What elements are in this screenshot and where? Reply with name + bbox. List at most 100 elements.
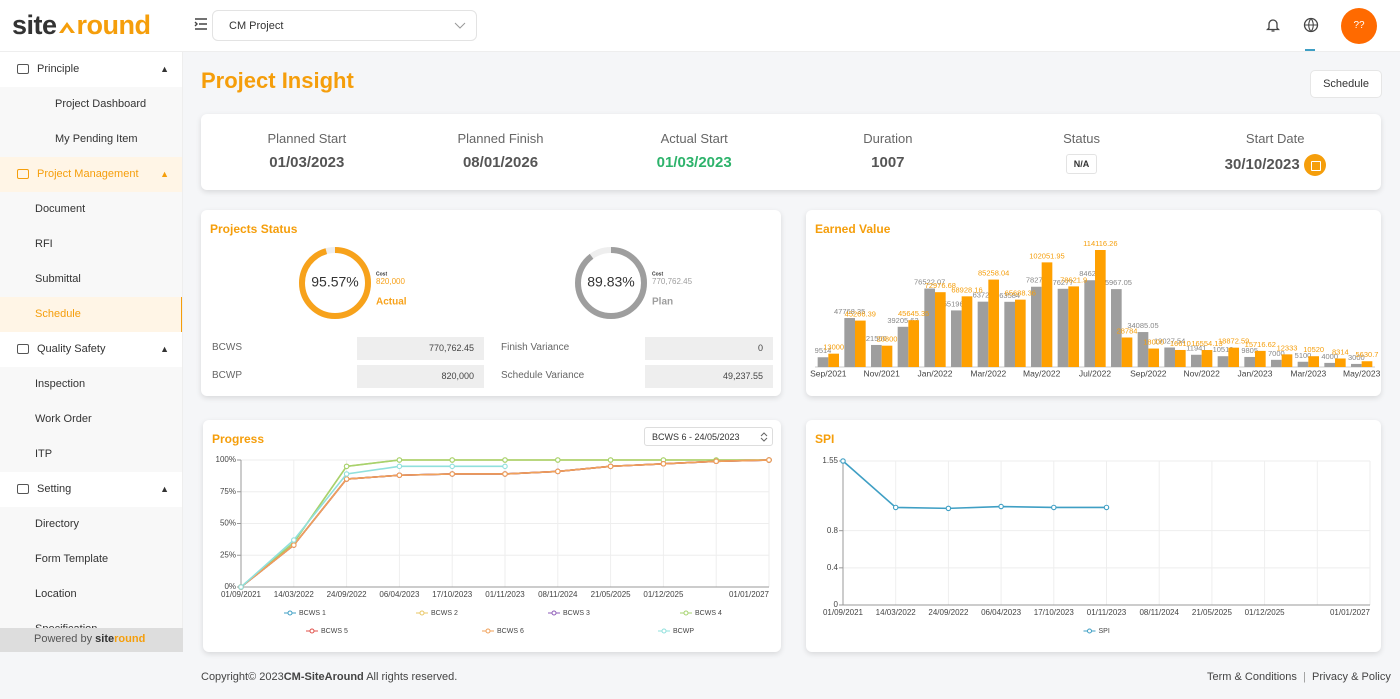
- menu-item[interactable]: RFI: [0, 227, 182, 262]
- bar-label: 45266.39: [845, 310, 876, 319]
- menu-item[interactable]: ITP: [0, 437, 182, 472]
- bar-label: 68928.16: [951, 285, 982, 294]
- bar-label: 5100: [1295, 351, 1312, 360]
- terms-link[interactable]: Term & Conditions: [1207, 671, 1297, 683]
- calendar-button[interactable]: [1303, 154, 1326, 176]
- summary-card: Planned Start 01/03/2023 Planned Finish 08/…: [201, 114, 1381, 190]
- globe-icon[interactable]: [1303, 17, 1319, 33]
- bar-label: 16610: [1170, 339, 1191, 348]
- card-title: Projects Status: [210, 222, 298, 236]
- project-name: CM Project: [229, 20, 284, 32]
- bell-icon[interactable]: [1266, 17, 1280, 33]
- privacy-link[interactable]: Privacy & Policy: [1311, 671, 1391, 683]
- table-label: Finish Variance: [501, 342, 570, 353]
- bar: [1111, 289, 1122, 367]
- bar: [844, 318, 855, 367]
- point: [291, 542, 297, 548]
- company: CM-SiteAround: [283, 671, 364, 683]
- menu-item[interactable]: Project Dashboard: [0, 87, 182, 122]
- menu-item[interactable]: Inspection: [0, 367, 182, 402]
- summary-value-wrap: N/A: [985, 154, 1179, 174]
- summary-item: Start Date 30/10/2023: [1178, 114, 1372, 190]
- summary-item: Status N/A: [985, 114, 1179, 190]
- bar: [897, 326, 909, 367]
- summary-value-wrap: 1007: [791, 154, 985, 171]
- x-tick-label: Jan/2022: [918, 368, 953, 378]
- powered-brand-right: round: [114, 633, 146, 645]
- avatar[interactable]: ??: [1341, 8, 1377, 44]
- bar: [1244, 356, 1255, 367]
- point: [396, 463, 403, 470]
- menu-item[interactable]: Submittal: [0, 262, 182, 297]
- cost-caption: Cost: [376, 271, 387, 277]
- gauge-value: 95.57%: [311, 274, 358, 290]
- card-title: Progress: [212, 432, 265, 446]
- bar: [1361, 361, 1373, 367]
- menu-item[interactable]: Document: [0, 192, 182, 227]
- schedule-button[interactable]: Schedule: [1310, 70, 1382, 98]
- x-tick-label: 01/09/2021: [221, 590, 262, 599]
- section-label: Principle: [37, 63, 80, 75]
- summary-value-wrap: 01/03/2023: [597, 154, 791, 171]
- menu-item[interactable]: Schedule: [0, 297, 182, 332]
- menu-section[interactable]: Quality Safety ▲: [0, 332, 182, 367]
- bar: [1095, 250, 1106, 367]
- menu-item[interactable]: My Pending Item: [0, 122, 182, 157]
- summary-label: Duration: [863, 131, 913, 146]
- cost-caption: Cost: [652, 271, 663, 277]
- menu-item[interactable]: Directory: [0, 507, 182, 542]
- bar-label: 65688.36: [1005, 289, 1036, 298]
- menu-toggle[interactable]: [194, 17, 208, 31]
- summary-value: 1007: [871, 154, 905, 171]
- bar-label: 16554.13: [1191, 339, 1222, 348]
- footer-copyright: Copyright© 2023CM-SiteAround All rights …: [201, 671, 457, 683]
- bar: [828, 353, 839, 367]
- legend-label: BCWS 2: [431, 610, 458, 617]
- menu-item[interactable]: Work Order: [0, 402, 182, 437]
- x-tick-label: Jul/2022: [1079, 368, 1111, 378]
- menu-section[interactable]: Setting ▲: [0, 472, 182, 507]
- point: [607, 463, 614, 470]
- logo[interactable]: site round: [12, 10, 151, 41]
- menu-item[interactable]: Specification: [0, 612, 182, 628]
- menu-item[interactable]: Location: [0, 577, 182, 612]
- summary-value: 30/10/2023: [1224, 155, 1300, 173]
- powered-text: Powered by: [34, 633, 93, 645]
- y-tick-label: 1.55: [822, 456, 838, 465]
- summary-item: Duration 1007: [791, 114, 985, 190]
- bar: [924, 288, 935, 367]
- progress-select[interactable]: BCWS 6 - 24/05/2023: [644, 427, 773, 446]
- bar: [1175, 349, 1186, 367]
- menu-section[interactable]: Principle ▲: [0, 52, 182, 87]
- x-tick-label: 24/09/2022: [327, 590, 368, 599]
- summary-value-wrap: 30/10/2023: [1178, 154, 1372, 176]
- summary-label: Start Date: [1245, 131, 1305, 146]
- gauge-caption: Actual: [376, 297, 407, 308]
- bar-label: 47768.35: [834, 307, 865, 316]
- x-tick-label: 01/12/2025: [1245, 608, 1286, 617]
- bar: [881, 345, 893, 367]
- bar-label: 15716.62: [1245, 340, 1276, 349]
- bar: [817, 357, 829, 367]
- bar: [951, 310, 962, 367]
- bar-label: 39205.63: [887, 316, 918, 325]
- table-value: 49,237.55: [645, 365, 773, 388]
- menu-section[interactable]: Project Management ▲: [0, 157, 182, 192]
- x-tick-label: 17/10/2023: [432, 590, 473, 599]
- x-tick-label: Jan/2023: [1238, 368, 1273, 378]
- x-tick-label: 21/05/2025: [1192, 608, 1233, 617]
- point: [555, 457, 561, 463]
- menu-item[interactable]: Form Template: [0, 542, 182, 577]
- bar-label: 63726: [973, 291, 994, 300]
- summary-value: 01/03/2023: [269, 154, 345, 171]
- progress-chart: 0% 25% 50% 75% 100% 01/09/2021 14/03/2022 24/09…: [216, 455, 772, 635]
- point: [291, 537, 297, 543]
- globe-underline: [1305, 49, 1315, 51]
- project-select[interactable]: CM Project: [212, 10, 477, 41]
- logo-mark: [58, 22, 75, 33]
- point: [892, 504, 899, 511]
- bar-label: 12333: [1277, 343, 1298, 352]
- bar-label: 20800: [877, 335, 898, 344]
